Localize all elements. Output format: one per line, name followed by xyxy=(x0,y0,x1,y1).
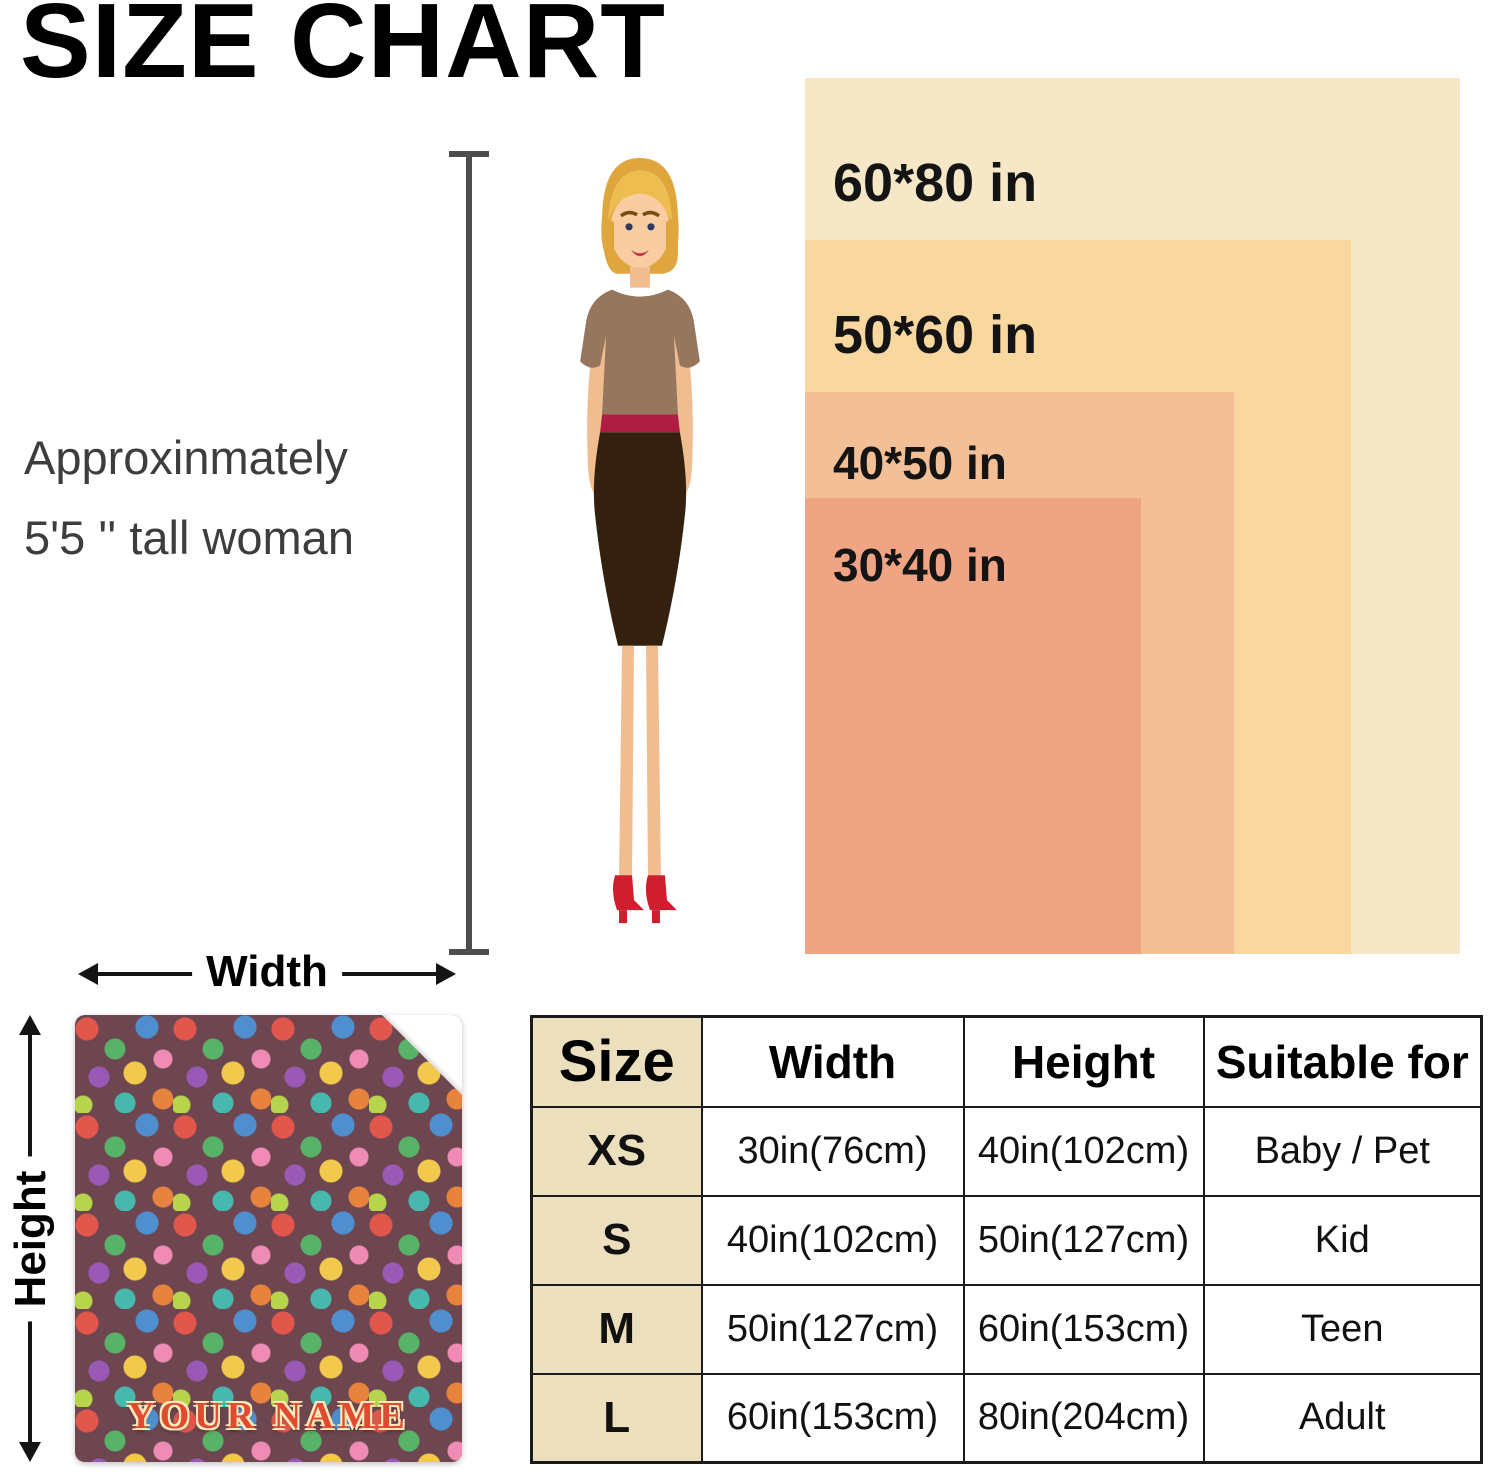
width-dimension-arrow: Width xyxy=(78,946,456,1002)
table-header-row: Size Width Height Suitable for xyxy=(530,1015,1483,1108)
table-row-s: S 40in(102cm) 50in(127cm) Kid xyxy=(530,1194,1483,1286)
dragon-pattern xyxy=(75,1015,462,1462)
cell-suitable-l: Adult xyxy=(1202,1372,1483,1464)
woman-illustration-svg xyxy=(580,157,700,924)
cell-suitable-xs: Baby / Pet xyxy=(1202,1105,1483,1197)
size-rect-label-40x50: 40*50 in xyxy=(833,437,1007,489)
size-table: Size Width Height Suitable for XS 30in(7… xyxy=(530,1015,1483,1464)
cell-width-m: 50in(127cm) xyxy=(700,1283,965,1375)
cell-height-xs: 40in(102cm) xyxy=(962,1105,1205,1197)
arrow-up-icon xyxy=(19,1015,41,1035)
size-rect-label-50x60: 50*60 in xyxy=(833,305,1038,365)
table-row-l: L 60in(153cm) 80in(204cm) Adult xyxy=(530,1372,1483,1464)
cell-height-m: 60in(153cm) xyxy=(962,1283,1205,1375)
size-rect-label-30x40: 30*40 in xyxy=(833,539,1007,591)
cell-width-s: 40in(102cm) xyxy=(700,1194,965,1286)
table-header-height: Height xyxy=(962,1015,1205,1108)
cell-size-l: L xyxy=(530,1372,703,1464)
table-header-suitable-for: Suitable for xyxy=(1202,1015,1483,1108)
person-height-note-line2: 5'5 '' tall woman xyxy=(24,510,354,564)
width-label: Width xyxy=(192,947,342,997)
arrow-right-icon xyxy=(436,963,456,985)
height-reference-line xyxy=(466,155,472,951)
cell-size-m: M xyxy=(530,1283,703,1375)
woman-illustration xyxy=(528,150,752,958)
cell-height-l: 80in(204cm) xyxy=(962,1372,1205,1464)
height-reference-cap-top xyxy=(449,151,489,157)
table-row-m: M 50in(127cm) 60in(153cm) Teen xyxy=(530,1283,1483,1375)
cell-suitable-s: Kid xyxy=(1202,1194,1483,1286)
person-height-note: Approxinmately 5'5 '' tall woman xyxy=(24,418,354,578)
personalization-text: YOUR NAME xyxy=(127,1395,410,1437)
cell-width-l: 60in(153cm) xyxy=(700,1372,965,1464)
page-title: SIZE CHART xyxy=(20,0,666,100)
table-header-width: Width xyxy=(700,1015,965,1108)
person-height-note-line1: Approxinmately xyxy=(24,431,348,484)
arrow-left-icon xyxy=(78,963,98,985)
cell-height-s: 50in(127cm) xyxy=(962,1194,1205,1286)
table-row-xs: XS 30in(76cm) 40in(102cm) Baby / Pet xyxy=(530,1105,1483,1197)
height-reference-cap-bottom xyxy=(449,949,489,955)
blanket-preview: YOUR NAME xyxy=(75,1015,462,1462)
size-rect-label-60x80: 60*80 in xyxy=(833,153,1038,213)
size-comparison-stack: 60*80 in 50*60 in 40*50 in 30*40 in xyxy=(805,78,1460,954)
cell-size-xs: XS xyxy=(530,1105,703,1197)
cell-width-xs: 30in(76cm) xyxy=(700,1105,965,1197)
arrow-down-icon xyxy=(19,1442,41,1462)
height-dimension-arrow: Height xyxy=(2,1015,60,1462)
table-header-size: Size xyxy=(530,1015,703,1108)
cell-suitable-m: Teen xyxy=(1202,1283,1483,1375)
cell-size-s: S xyxy=(530,1194,703,1286)
size-rect-30x40: 30*40 in xyxy=(805,498,1141,954)
height-label: Height xyxy=(6,1156,56,1321)
